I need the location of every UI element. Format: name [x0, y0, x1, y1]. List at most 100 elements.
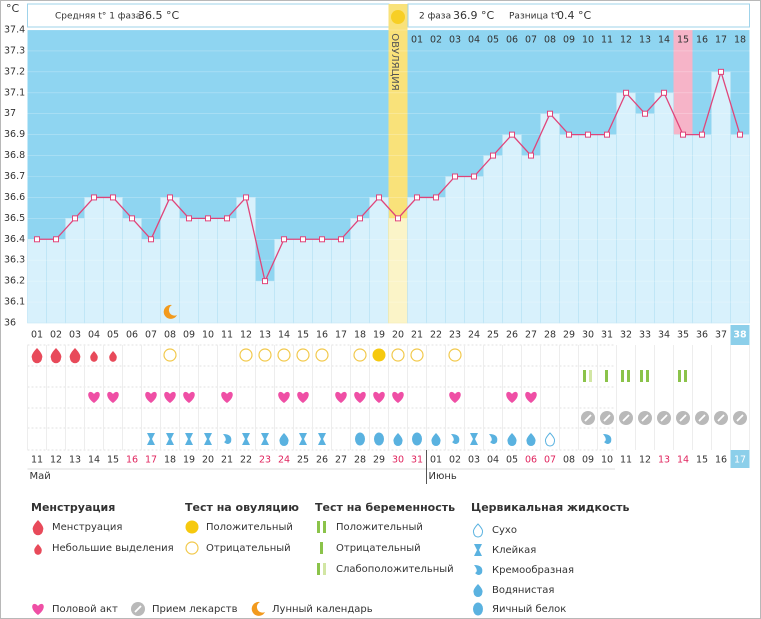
cycle-day: 02 [50, 330, 62, 341]
hourglass-shape [299, 433, 307, 445]
cycle-day: 31 [601, 330, 613, 341]
temperature-point [338, 236, 344, 243]
drop-shape [32, 520, 44, 536]
cycle-day: 03 [69, 330, 81, 341]
y-tick-label: 36.3 [4, 255, 25, 266]
legend-item: Яичный белок [492, 604, 566, 615]
drop-shape [544, 432, 556, 447]
date: 20 [202, 455, 214, 466]
y-tick-label: 37.2 [4, 66, 25, 77]
legend-title: Тест на беременность [315, 501, 455, 514]
menstruation-icon [90, 351, 98, 362]
temperature-point [414, 194, 420, 201]
hourglass-shape [261, 433, 269, 445]
temperature-point [395, 215, 401, 222]
ovulation_test-icon [163, 348, 177, 362]
cycle-day: 25 [487, 330, 499, 341]
legend-item: Половой акт [52, 604, 118, 615]
cycle-day: 22 [430, 330, 442, 341]
date: 09 [582, 455, 594, 466]
intercourse-icon [335, 391, 347, 403]
bar-shape [323, 563, 326, 575]
date: 21 [221, 455, 233, 466]
cycle-day: 20 [392, 330, 404, 341]
cervical_fluid-icon [185, 433, 193, 445]
post-ovulation-day: 04 [468, 35, 480, 46]
circle-shape [277, 348, 291, 362]
drop-shape [507, 433, 517, 447]
cervical_fluid-icon [412, 432, 422, 446]
cycle-day: 21 [411, 330, 423, 341]
cervical_fluid-icon [204, 433, 212, 445]
bar-shape [640, 370, 643, 382]
temperature-point [699, 131, 705, 138]
ovulation_test-icon [258, 348, 272, 362]
cycle-day: 27 [525, 330, 537, 341]
heart-shape [145, 391, 157, 403]
post-ovulation-day: 01 [411, 35, 423, 46]
bar-shape [678, 370, 681, 382]
cycle-day: 28 [544, 330, 556, 341]
heart-shape [297, 391, 309, 403]
temperature-bar [179, 218, 199, 324]
circle-shape [372, 348, 386, 362]
date: 22 [240, 455, 252, 466]
moon-shape [251, 601, 265, 616]
cervical_fluid-icon [374, 432, 384, 446]
intercourse-icon [183, 391, 195, 403]
date: 10 [601, 455, 613, 466]
hourglass-shape [147, 433, 155, 445]
pill-slash [660, 414, 668, 422]
legend-icon [32, 520, 44, 536]
pregnancy_test-icon [605, 370, 608, 382]
heart-shape [373, 391, 385, 403]
legend-item: Отрицательный [336, 543, 421, 554]
temperature-bar [654, 92, 674, 324]
date: 17 [145, 455, 157, 466]
cycle-day: 08 [164, 330, 176, 341]
stat-label: 2 фаза [419, 12, 451, 22]
legend-title: Цервикальная жидкость [471, 501, 629, 514]
bar-shape [589, 370, 592, 382]
heart-shape [88, 391, 100, 403]
heart-shape [221, 391, 233, 403]
heart-shape [32, 603, 44, 615]
heart-shape [107, 391, 119, 403]
pill-slash [717, 414, 725, 422]
bar-shape [323, 521, 326, 533]
temperature-point [509, 131, 515, 138]
intercourse-icon [297, 391, 309, 403]
circle-shape [448, 348, 462, 362]
medication-icon [581, 411, 595, 425]
y-tick-label: 36.8 [4, 150, 25, 161]
ovulation_test-icon [277, 348, 291, 362]
post-ovulation-day: 05 [487, 35, 499, 46]
date: 02 [449, 455, 461, 466]
post-ovulation-day: 07 [525, 35, 537, 46]
cycle-day: 05 [107, 330, 119, 341]
post-ovulation-day: 10 [582, 35, 594, 46]
hourglass-shape [204, 433, 212, 445]
temperature-point [680, 131, 686, 138]
hourglass-shape [470, 433, 478, 445]
circle-shape [239, 348, 253, 362]
heart-shape [183, 391, 195, 403]
temperature-point [186, 215, 192, 222]
cervical_fluid-icon [393, 433, 403, 447]
pregnancy_test-icon [640, 370, 649, 382]
date: 25 [297, 455, 309, 466]
post-ovulation-day: 18 [734, 35, 746, 46]
temperature-point [205, 215, 211, 222]
date: 17 [734, 455, 746, 466]
ovulation-sun [391, 10, 405, 24]
bar-shape [317, 563, 320, 575]
stat-label: Разница t° [509, 12, 559, 22]
intercourse-icon [506, 391, 518, 403]
ovulation_test-icon [391, 348, 405, 362]
drop-shape [90, 351, 98, 362]
pill-slash [698, 414, 706, 422]
temperature-point [376, 194, 382, 201]
temperature-point [528, 152, 534, 159]
cervical_fluid-icon [147, 433, 155, 445]
y-tick-label: 36.1 [4, 297, 25, 308]
